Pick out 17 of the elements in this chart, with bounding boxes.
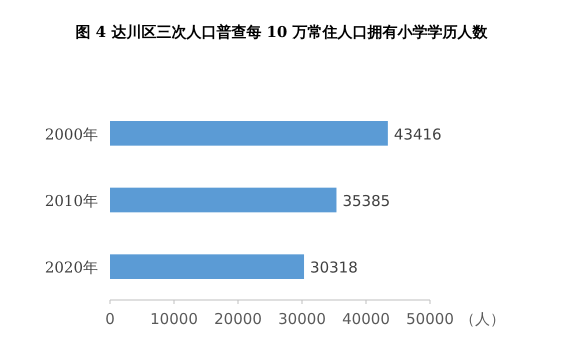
x-tick-label: 0 — [105, 310, 115, 328]
chart-title: 图 4 达川区三次人口普查每 10 万常住人口拥有小学学历人数 — [75, 23, 489, 41]
x-tick-label: 20000 — [214, 310, 262, 328]
x-tick-label: 50000 — [406, 310, 454, 328]
x-tick-label: 30000 — [278, 310, 326, 328]
x-tick-label: 10000 — [150, 310, 198, 328]
bar — [110, 121, 388, 146]
y-tick-label: 2000年 — [44, 125, 98, 144]
data-label: 35385 — [342, 192, 390, 210]
x-tick-label: 40000 — [342, 310, 390, 328]
x-axis-title: （人） — [460, 310, 505, 328]
y-tick-label: 2020年 — [44, 258, 98, 277]
bar — [110, 254, 304, 279]
data-label: 30318 — [310, 258, 358, 277]
data-label: 43416 — [394, 125, 442, 144]
y-tick-label: 2010年 — [44, 192, 98, 210]
bar — [110, 188, 336, 212]
